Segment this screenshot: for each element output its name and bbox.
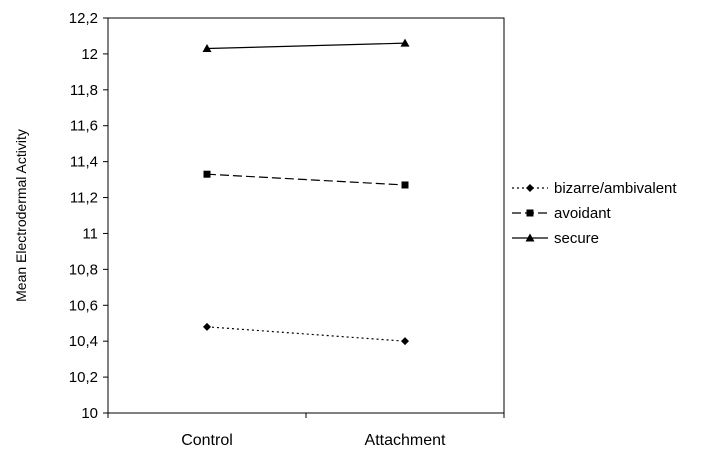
y-tick-label: 11 [82,225,98,242]
y-tick-label: 12,2 [69,10,98,27]
y-tick-label: 10 [81,405,98,422]
x-axis: Control Attachment [107,413,505,449]
y-axis-label: Mean Electrodermal Activity [13,129,29,302]
legend-label: secure [554,230,599,247]
y-tick-label: 10,6 [69,297,98,314]
series-group [202,38,410,346]
series-line [206,42,406,50]
y-tick-label: 10,4 [69,333,98,350]
y-tick-label: 10,8 [69,261,98,278]
data-point [203,322,211,331]
legend: bizarre/ambivalent avoidant secure [512,180,677,247]
y-axis: 10 10,2 10,4 10,6 10,8 11 11,2 11,4 11,6 11,8 12 12… [69,10,108,422]
y-tick-label: 11,6 [70,118,98,135]
data-point [401,181,409,189]
y-tick-label: 11,4 [70,154,98,171]
legend-swatch-marker [526,209,534,217]
y-tick-label: 11,2 [70,190,98,207]
legend-item: avoidant [512,205,612,222]
x-tick-label: Attachment [365,432,446,449]
data-point [401,337,409,346]
data-point [400,38,410,47]
legend-item: bizarre/ambivalent [512,180,677,197]
x-tick-label: Control [181,432,233,449]
data-point [202,44,212,53]
series-bizarre-ambivalent [203,322,409,346]
legend-label: avoidant [554,205,612,222]
series-avoidant [203,170,409,189]
legend-label: bizarre/ambivalent [554,180,677,197]
legend-swatch-marker [525,233,535,242]
y-tick-label: 11,8 [70,82,98,99]
legend-swatch-marker [526,184,534,192]
data-point [203,170,211,178]
series-line [206,173,406,186]
plot-area [107,17,505,414]
series-secure [202,38,410,53]
y-tick-label: 10,2 [69,369,98,386]
legend-item: secure [512,230,599,247]
y-tick-label: 12 [81,46,98,63]
series-line [206,326,406,342]
